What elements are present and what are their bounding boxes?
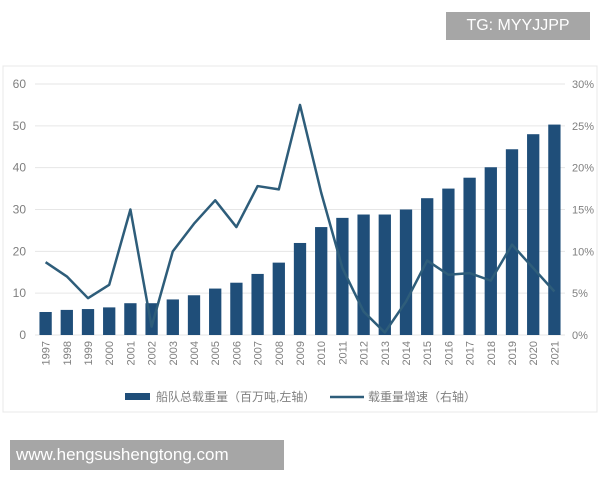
bar-2000: [103, 307, 116, 335]
y-left-tick-label: 10: [13, 286, 27, 300]
x-tick-label: 1999: [83, 341, 95, 365]
x-tick-label: 2011: [337, 341, 349, 365]
bar-2017: [463, 177, 476, 335]
x-tick-label: 2005: [210, 341, 222, 365]
x-tick-label: 2000: [104, 341, 116, 365]
legend-line-label: 载重量增速（右轴）: [368, 389, 476, 404]
x-tick-label: 2001: [125, 341, 137, 365]
x-tick-label: 2018: [486, 341, 498, 365]
bar-2020: [527, 134, 540, 335]
legend-bar-label: 船队总载重量（百万吨,左轴）: [156, 389, 315, 404]
x-tick-label: 2002: [147, 341, 159, 365]
x-tick-label: 2019: [507, 341, 519, 365]
bar-2013: [378, 214, 391, 335]
bar-2021: [548, 124, 561, 335]
x-tick-label: 2014: [401, 341, 413, 365]
y-right-tick-label: 10%: [572, 246, 594, 258]
y-left-tick-label: 30: [13, 203, 27, 217]
x-tick-label: 1997: [41, 341, 53, 365]
y-right-tick-label: 5%: [572, 288, 588, 300]
watermark-bottom: www.hengsushengtong.com: [10, 440, 284, 470]
bar-1997: [39, 311, 52, 335]
y-left-tick-label: 50: [13, 119, 27, 133]
bar-2006: [230, 282, 243, 335]
legend-bar-swatch: [125, 393, 150, 400]
x-tick-label: 2021: [549, 341, 561, 365]
bar-2009: [293, 242, 307, 335]
bar-2019: [505, 149, 519, 335]
x-tick-label: 1998: [62, 341, 74, 365]
bar-2011: [336, 217, 349, 335]
bar-2014: [399, 209, 413, 335]
y-left-tick-label: 40: [13, 161, 27, 175]
x-tick-label: 2004: [189, 341, 201, 365]
bar-2003: [166, 299, 179, 335]
x-tick-label: 2020: [528, 341, 540, 365]
x-tick-label: 2009: [295, 341, 307, 365]
bar-2005: [209, 288, 222, 335]
y-left-tick-label: 0: [19, 328, 26, 342]
bar-1999: [81, 309, 95, 335]
y-right-tick-label: 20%: [572, 163, 594, 175]
y-left-tick-label: 20: [13, 244, 27, 258]
y-left-tick-label: 60: [13, 77, 27, 91]
x-tick-label: 2017: [465, 341, 477, 365]
bar-2016: [442, 188, 455, 335]
x-tick-label: 2010: [316, 341, 328, 365]
x-tick-label: 2015: [422, 341, 434, 365]
bar-2010: [315, 227, 328, 335]
bar-2004: [187, 295, 201, 335]
x-tick-label: 2013: [380, 341, 392, 365]
bar-2018: [484, 167, 497, 335]
x-tick-label: 2012: [359, 341, 371, 365]
bar-2001: [124, 303, 137, 335]
bar-2008: [272, 262, 285, 335]
y-right-tick-label: 30%: [572, 79, 594, 91]
chart-frame: [2, 65, 598, 413]
legend: 船队总载重量（百万吨,左轴） 载重量增速（右轴）: [125, 389, 476, 404]
x-tick-label: 2016: [443, 341, 455, 365]
x-tick-label: 2008: [274, 341, 286, 365]
y-right-tick-label: 25%: [572, 121, 594, 133]
x-tick-label: 2007: [253, 341, 265, 365]
watermark-top: TG: MYYJJPP: [446, 12, 590, 40]
bar-1998: [60, 309, 73, 335]
bar-2007: [251, 273, 264, 335]
x-tick-label: 2006: [231, 341, 243, 365]
y-right-tick-label: 15%: [572, 205, 594, 217]
bar-2015: [421, 198, 434, 335]
x-tick-label: 2003: [168, 341, 180, 365]
y-right-tick-label: 0%: [572, 330, 588, 342]
